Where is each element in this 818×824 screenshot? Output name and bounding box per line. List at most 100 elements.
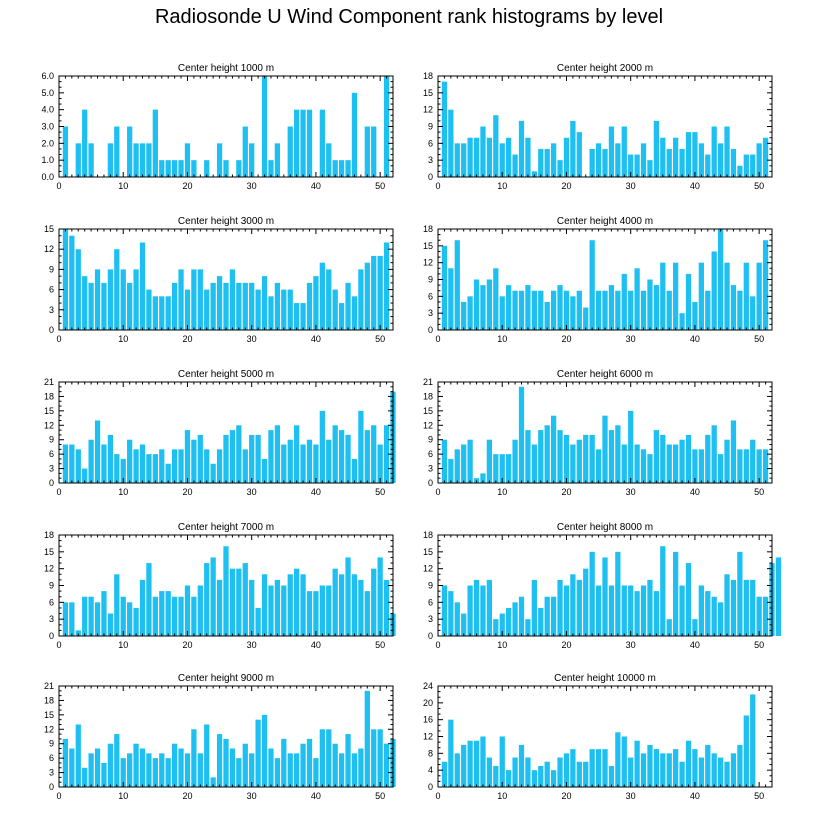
histogram-bar <box>563 585 570 636</box>
histogram-bar <box>724 761 730 787</box>
histogram-bar <box>191 729 197 787</box>
histogram-bar <box>480 736 486 787</box>
histogram-bar <box>197 585 203 636</box>
histogram-bar <box>165 758 171 787</box>
x-tick-label: 40 <box>311 791 321 801</box>
y-tick-label: 0 <box>49 325 54 335</box>
histogram-bar <box>608 585 615 636</box>
histogram-bar <box>229 748 236 787</box>
histogram-bar <box>338 574 345 636</box>
histogram-bar <box>673 551 679 636</box>
x-tick-label: 10 <box>497 640 507 650</box>
histogram-bar <box>139 444 146 483</box>
x-tick-label: 20 <box>561 181 571 191</box>
histogram-bar <box>377 729 383 787</box>
y-tick-label: 6 <box>428 291 433 301</box>
histogram-bar <box>750 579 756 636</box>
histogram-bar <box>711 425 717 483</box>
histogram-bar <box>441 81 448 177</box>
y-tick-label: 6.0 <box>41 71 54 81</box>
histogram-bar <box>621 273 627 330</box>
x-tick-label: 0 <box>435 640 440 650</box>
histogram-bar <box>640 449 647 483</box>
histogram-bar <box>255 607 261 636</box>
x-tick-label: 50 <box>375 791 385 801</box>
histogram-bar <box>467 439 473 483</box>
y-tick-label: 16 <box>423 715 433 725</box>
histogram-bar <box>82 596 88 636</box>
histogram-bar <box>223 738 229 787</box>
histogram-bar <box>236 160 242 177</box>
histogram-bar <box>647 279 653 330</box>
histogram-bar <box>570 574 576 636</box>
histogram-bar <box>480 126 486 177</box>
histogram-bar <box>550 596 557 636</box>
histogram-bar <box>229 430 236 483</box>
histogram-bar <box>608 765 615 787</box>
histogram-bar <box>550 770 557 787</box>
histogram-bar <box>550 415 557 483</box>
histogram-bar <box>544 301 550 330</box>
histogram-bar <box>171 743 178 787</box>
x-tick-label: 10 <box>497 334 507 344</box>
histogram-bar <box>338 303 345 330</box>
y-tick-label: 3 <box>49 464 54 474</box>
histogram-bar <box>583 307 589 330</box>
histogram-bar <box>326 729 332 787</box>
histogram-bar <box>306 439 313 483</box>
histogram-bar <box>461 444 467 483</box>
histogram-bar <box>570 296 576 330</box>
histogram-bar <box>75 249 81 330</box>
histogram-bar <box>319 109 325 177</box>
histogram-bar <box>261 574 268 636</box>
histogram-bar <box>448 591 454 636</box>
histogram-bar <box>692 619 698 636</box>
histogram-bar <box>448 268 454 330</box>
histogram-bar <box>165 160 171 177</box>
histogram-bar <box>294 303 300 330</box>
histogram-bar <box>223 160 229 177</box>
panel-title: Center height 3000 m <box>178 216 274 227</box>
y-tick-label: 0.0 <box>41 172 54 182</box>
x-tick-label: 0 <box>56 791 61 801</box>
histogram-bar <box>486 279 493 330</box>
histogram-bar <box>294 568 300 636</box>
y-tick-label: 0 <box>428 478 433 488</box>
histogram-bar <box>69 444 75 483</box>
histogram-bar <box>114 574 120 636</box>
histogram-bar <box>653 749 660 788</box>
x-tick-label: 30 <box>626 487 636 497</box>
histogram-bar <box>647 160 653 177</box>
histogram-bar <box>673 749 679 788</box>
histogram-bar <box>621 585 627 636</box>
histogram-bar <box>634 268 640 330</box>
histogram-bar <box>178 748 184 787</box>
histogram-bar <box>281 289 287 330</box>
x-tick-label: 30 <box>247 640 257 650</box>
x-tick-label: 30 <box>626 334 636 344</box>
histogram-bar <box>563 434 570 483</box>
y-tick-label: 18 <box>423 530 433 540</box>
histogram-bar <box>589 240 595 330</box>
histogram-bar <box>287 126 293 177</box>
x-tick-label: 40 <box>690 181 700 191</box>
histogram-bar <box>493 454 499 483</box>
histogram-bar <box>171 449 178 483</box>
histogram-bar <box>338 160 345 177</box>
histogram-bar <box>300 743 306 787</box>
histogram-bar <box>525 757 531 787</box>
histogram-bar <box>300 303 306 330</box>
histogram-bar <box>506 454 512 483</box>
histogram-bar <box>576 761 582 787</box>
histogram-bar <box>332 289 338 330</box>
histogram-bar <box>634 591 640 636</box>
histogram-bar <box>756 262 762 330</box>
histogram-bar <box>191 160 197 177</box>
histogram-bar <box>737 290 743 330</box>
histogram-bar <box>332 568 338 636</box>
histogram-bar <box>583 761 589 787</box>
x-tick-label: 20 <box>182 181 192 191</box>
histogram-bar <box>698 143 704 177</box>
histogram-bar <box>287 289 293 330</box>
figure-title: Radiosonde U Wind Component rank histogr… <box>154 6 664 28</box>
